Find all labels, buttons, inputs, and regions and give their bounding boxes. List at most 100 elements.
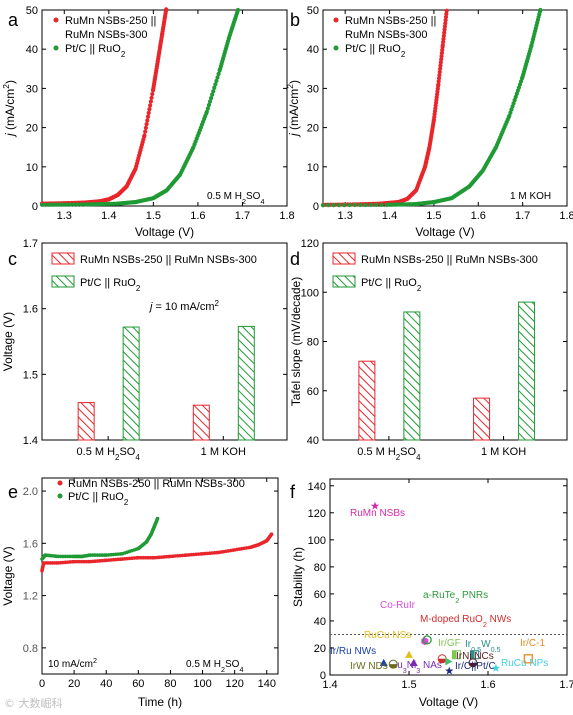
data-point bbox=[352, 202, 358, 208]
x-tick-label: 1.8 bbox=[559, 210, 573, 222]
data-point bbox=[71, 202, 77, 207]
data-point bbox=[440, 43, 445, 48]
y-tick-label: 140 bbox=[308, 481, 326, 493]
y-tick-label: 20 bbox=[307, 123, 319, 135]
data-point bbox=[331, 203, 336, 208]
triangle-marker bbox=[405, 650, 413, 658]
scatter-point bbox=[523, 654, 533, 664]
data-point bbox=[57, 202, 62, 207]
data-point bbox=[54, 202, 59, 207]
x-tick-label: 120 bbox=[225, 678, 243, 690]
y-tick-label: 80 bbox=[314, 562, 326, 574]
series-red bbox=[40, 532, 274, 573]
y-tick-label: 2.0 bbox=[23, 486, 38, 498]
scatter-point bbox=[445, 657, 453, 666]
data-point bbox=[75, 202, 80, 207]
data-point bbox=[145, 114, 151, 119]
legend-label: Pt/C || RuO2 bbox=[80, 277, 140, 293]
x-tick-label: 1.6 bbox=[471, 210, 486, 222]
legend-label: RuMn NSBs-300 bbox=[65, 29, 148, 41]
legend-swatch-red bbox=[332, 252, 356, 265]
data-point bbox=[211, 89, 216, 94]
square-fill bbox=[470, 650, 475, 659]
data-point bbox=[214, 78, 219, 83]
x-tick-label: 1.5 bbox=[401, 679, 416, 691]
data-point bbox=[439, 57, 444, 62]
point-label: RuMn NSBs bbox=[350, 508, 405, 519]
y-tick-label: 50 bbox=[307, 5, 319, 17]
legend-marker-green bbox=[53, 45, 59, 51]
triangle-marker bbox=[409, 658, 418, 667]
scatter-point bbox=[405, 650, 413, 658]
x-axis-label: Time (h) bbox=[138, 695, 182, 709]
x-tick-label: 0 bbox=[39, 678, 45, 690]
point-label: Ir/Ru NWs bbox=[330, 646, 376, 657]
data-point bbox=[368, 202, 374, 208]
data-point bbox=[437, 69, 442, 75]
y-axis-label: Stability (h) bbox=[291, 547, 305, 607]
y-tick-label: 1.2 bbox=[23, 591, 38, 603]
bar-green bbox=[518, 301, 536, 441]
x-tick-label: 1.6 bbox=[190, 210, 205, 222]
point-label: M-doped RuO2 NWs bbox=[420, 614, 511, 629]
panel-f-frame bbox=[329, 478, 568, 676]
circle-fill bbox=[389, 664, 398, 669]
annotation-e-right: 0.5 M H2SO4 bbox=[186, 659, 243, 674]
point-label: Ru3Ni3 NAs bbox=[390, 660, 442, 675]
scatter-point bbox=[437, 654, 447, 664]
data-point bbox=[142, 133, 147, 138]
panel-label-f: f bbox=[290, 482, 296, 502]
data-point bbox=[347, 202, 352, 208]
x-tick-label: 1.3 bbox=[338, 210, 353, 222]
data-point bbox=[437, 72, 442, 78]
x-tick-label: 1.4 bbox=[382, 210, 397, 222]
legend-label: Pt/C || RuO2 bbox=[345, 43, 405, 59]
triangle-marker bbox=[379, 658, 388, 667]
data-point bbox=[320, 203, 326, 208]
y-tick-label: 60 bbox=[307, 386, 319, 398]
data-point bbox=[438, 66, 443, 71]
legend-label: RuMn NSBs-250 || bbox=[65, 15, 156, 27]
bar-green bbox=[122, 326, 140, 441]
panel-d-axes: 40 60 80 100 120 bbox=[301, 238, 568, 447]
panel-label-a: a bbox=[8, 10, 19, 30]
panel-c-frame bbox=[41, 242, 288, 441]
scatter-point bbox=[379, 658, 388, 667]
data-point bbox=[374, 202, 379, 208]
x-tick-label: 1.4 bbox=[101, 210, 116, 222]
y-tick-label: 10 bbox=[307, 162, 319, 174]
circle-fill bbox=[468, 662, 477, 667]
annotation-c: j = 10 mA/cm2 bbox=[148, 299, 220, 314]
annotation-a: 0.5 M H2SO4 bbox=[207, 191, 264, 206]
y-tick-label: 50 bbox=[26, 5, 38, 17]
circle-fill bbox=[438, 658, 447, 663]
data-point bbox=[39, 202, 45, 207]
y-tick-label: 1.5 bbox=[23, 369, 38, 381]
data-point bbox=[47, 202, 52, 207]
panel-b-axes: 1.3 1.4 1.5 1.6 1.7 1.8 0 10 20 30 40 50 bbox=[307, 5, 573, 222]
point-label: Ir/C||Pt/C bbox=[455, 661, 496, 672]
data-point bbox=[342, 202, 347, 208]
x-tick-label: 1.4 bbox=[322, 679, 337, 691]
point-label: Ir0.5W0.5 bbox=[465, 639, 501, 654]
point-label: RuCu NSs bbox=[364, 630, 411, 641]
data-point bbox=[205, 106, 210, 111]
category-label: 1 M KOH bbox=[201, 446, 246, 458]
y-tick-label: 120 bbox=[308, 508, 326, 520]
series-red bbox=[39, 7, 169, 206]
category-label: 0.5 M H2SO4 bbox=[357, 446, 421, 462]
y-axis-label: j (mA/cm2) bbox=[1, 80, 17, 138]
legend-b: RuMn NSBs-250 || RuMn NSBs-300 Pt/C || RuO… bbox=[333, 15, 436, 59]
legend-label: RuMn NSBs-250 || RuMn NSBs-300 bbox=[361, 254, 538, 266]
legend-label: RuMn NSBs-250 || RuMn NSBs-300 bbox=[68, 478, 245, 490]
y-tick-label: 100 bbox=[301, 287, 319, 299]
y-tick-label: 40 bbox=[26, 44, 38, 56]
data-point bbox=[358, 202, 363, 208]
y-tick-label: 0 bbox=[320, 670, 326, 682]
series-green bbox=[40, 516, 160, 561]
scatter-point bbox=[468, 658, 478, 668]
bar-red bbox=[192, 404, 210, 441]
point-label: IrW NDs bbox=[350, 661, 388, 672]
data-point bbox=[436, 82, 441, 87]
